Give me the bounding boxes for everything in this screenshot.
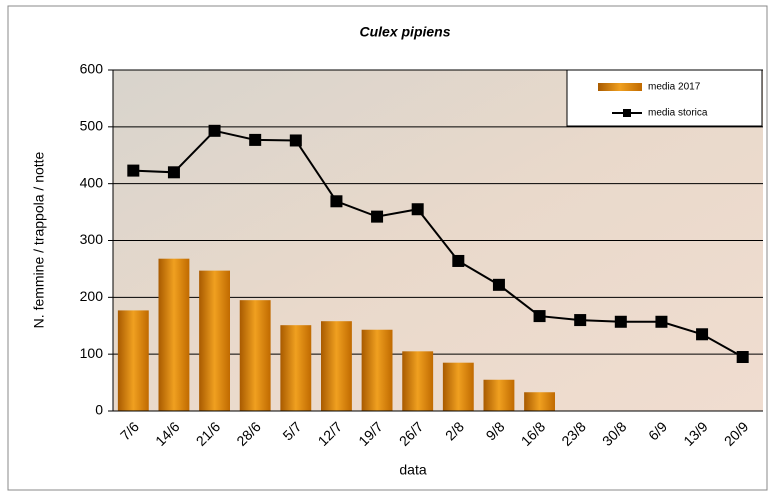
y-tick-label: 600 — [80, 61, 104, 77]
y-tick-label: 500 — [80, 118, 104, 134]
chart: Culex pipiens data N. femmine / trappola… — [0, 0, 771, 495]
marker — [127, 165, 139, 177]
marker — [493, 279, 505, 291]
legend: media 2017 media storica — [567, 70, 762, 126]
y-tick-label: 200 — [80, 288, 104, 304]
legend-label: media storica — [648, 108, 708, 119]
marker — [209, 125, 221, 137]
marker — [534, 310, 546, 322]
bar — [362, 330, 393, 411]
marker — [249, 134, 261, 146]
marker — [168, 166, 180, 178]
bar — [118, 310, 149, 411]
x-axis-label: data — [399, 462, 426, 478]
bar — [443, 363, 474, 411]
marker — [574, 314, 586, 326]
marker — [737, 351, 749, 363]
bar — [484, 380, 515, 411]
chart-title: Culex pipiens — [359, 24, 450, 40]
legend-swatch — [598, 83, 642, 91]
bar — [321, 321, 352, 411]
legend-label: media 2017 — [648, 82, 701, 93]
bar — [199, 271, 230, 411]
marker — [330, 195, 342, 207]
y-tick-label: 400 — [80, 174, 104, 190]
marker — [371, 211, 383, 223]
marker — [615, 316, 627, 328]
marker — [696, 328, 708, 340]
marker — [290, 134, 302, 146]
bar — [402, 351, 433, 411]
marker — [655, 316, 667, 328]
bar — [280, 325, 311, 411]
bar — [240, 300, 271, 411]
y-tick-label: 0 — [95, 402, 103, 418]
marker — [412, 203, 424, 215]
legend-marker — [623, 109, 631, 117]
bar — [159, 259, 190, 411]
marker — [452, 255, 464, 267]
y-axis-label: N. femmine / trappola / notte — [31, 151, 47, 328]
y-tick-label: 100 — [80, 345, 104, 361]
y-tick-label: 300 — [80, 231, 104, 247]
bar — [524, 392, 555, 411]
